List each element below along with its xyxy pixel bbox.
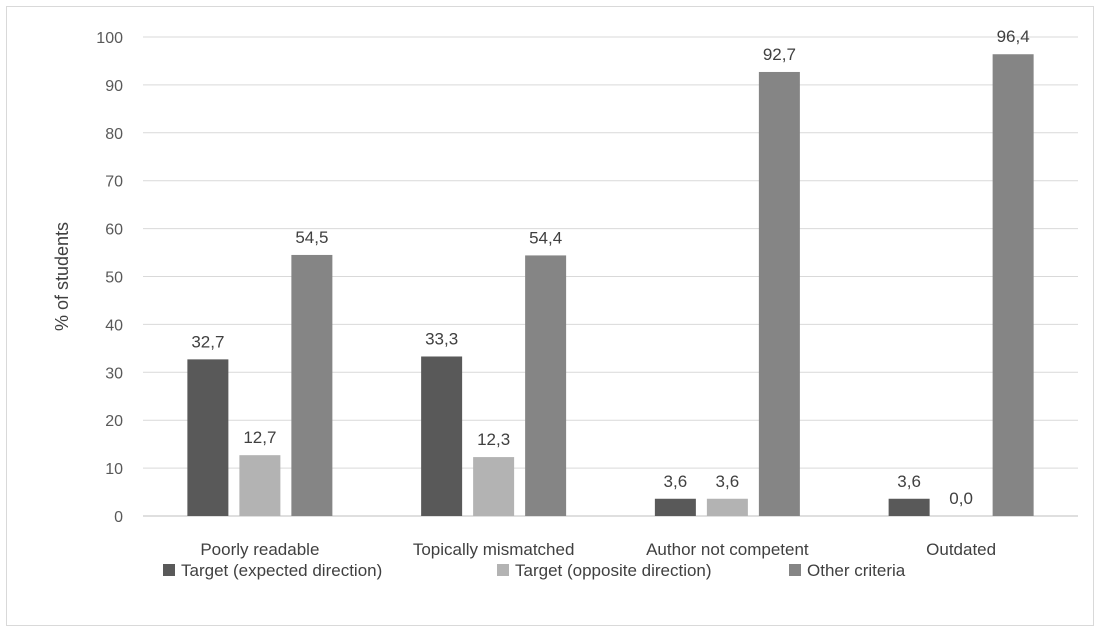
legend-label: Target (opposite direction): [515, 561, 712, 580]
bar: [706, 498, 748, 516]
bar: [992, 54, 1034, 517]
y-tick-label: 20: [105, 413, 123, 430]
y-tick-label: 100: [96, 30, 123, 47]
data-label: 3,6: [716, 472, 740, 491]
data-label: 3,6: [664, 472, 688, 491]
legend-swatch: [163, 564, 175, 576]
y-tick-label: 40: [105, 317, 123, 334]
data-label: 33,3: [425, 329, 458, 348]
bar: [187, 359, 229, 516]
bar: [291, 254, 333, 516]
data-label: 0,0: [949, 489, 973, 508]
bar: [654, 498, 696, 516]
legend-label: Other criteria: [807, 561, 906, 580]
data-label: 12,3: [477, 430, 510, 449]
y-tick-label: 50: [105, 270, 123, 287]
y-tick-label: 0: [114, 509, 123, 526]
y-tick-label: 80: [105, 126, 123, 143]
data-label: 96,4: [997, 27, 1030, 46]
x-tick-label: Outdated: [926, 540, 996, 559]
y-tick-label: 60: [105, 222, 123, 239]
bar: [525, 255, 567, 516]
x-tick-label: Topically mismatched: [413, 540, 575, 559]
bar: [888, 498, 930, 516]
y-axis-title: % of students: [52, 222, 72, 331]
data-label: 32,7: [191, 332, 224, 351]
y-tick-label: 30: [105, 365, 123, 382]
legend-swatch: [497, 564, 509, 576]
legend-swatch: [789, 564, 801, 576]
data-label: 3,6: [897, 472, 921, 491]
y-tick-label: 10: [105, 461, 123, 478]
bar: [758, 71, 800, 516]
data-label: 54,5: [295, 228, 328, 247]
bar: [239, 455, 281, 516]
bar: [473, 457, 515, 516]
data-label: 12,7: [243, 428, 276, 447]
y-tick-label: 90: [105, 78, 123, 95]
x-tick-label: Author not competent: [646, 540, 809, 559]
x-tick-label: Poorly readable: [200, 540, 319, 559]
bar: [421, 356, 463, 516]
data-label: 92,7: [763, 45, 796, 64]
y-tick-label: 70: [105, 174, 123, 191]
data-label: 54,4: [529, 228, 562, 247]
legend-label: Target (expected direction): [181, 561, 382, 580]
